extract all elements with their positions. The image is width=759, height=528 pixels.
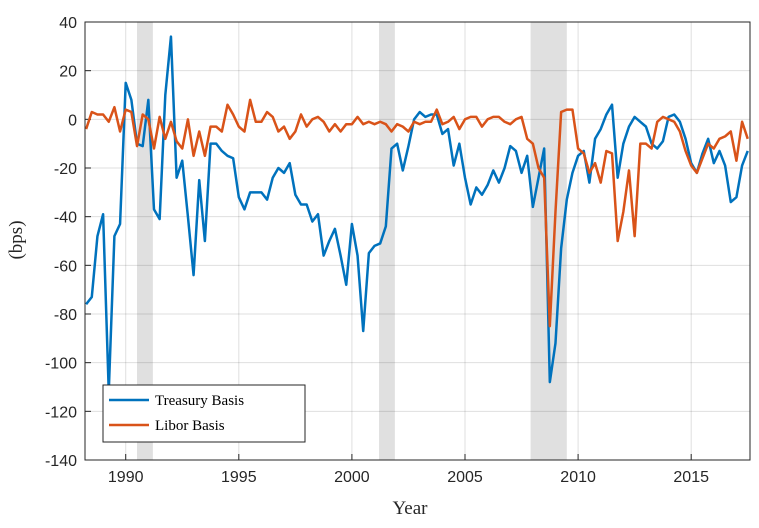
legend-label: Libor Basis: [155, 418, 225, 434]
y-tick-label: 0: [68, 112, 77, 129]
y-tick-label: -20: [54, 161, 77, 178]
y-tick-label: 40: [59, 15, 77, 32]
x-tick-label: 2010: [560, 469, 596, 486]
data-line: [84, 98, 749, 328]
x-tick-label: 2000: [334, 469, 370, 486]
data-line: [85, 35, 749, 394]
y-tick-label: -140: [45, 453, 77, 470]
x-tick-label: 2005: [447, 469, 483, 486]
x-tick-label: 1990: [108, 469, 144, 486]
x-tick-label: 2015: [673, 469, 709, 486]
x-tick-label: 1995: [221, 469, 257, 486]
y-axis-label: (bps): [6, 220, 27, 259]
legend-box: [102, 384, 306, 443]
y-tick-label: 20: [59, 64, 77, 81]
y-tick-label: -40: [54, 210, 77, 227]
y-tick-label: -100: [45, 356, 77, 373]
legend-label: Treasury Basis: [155, 393, 244, 409]
y-tick-label: -60: [54, 258, 77, 275]
y-tick-label: -120: [45, 404, 77, 421]
x-axis-label: Year: [392, 498, 428, 519]
axes-box: [84, 21, 751, 461]
y-tick-label: -80: [54, 307, 77, 324]
